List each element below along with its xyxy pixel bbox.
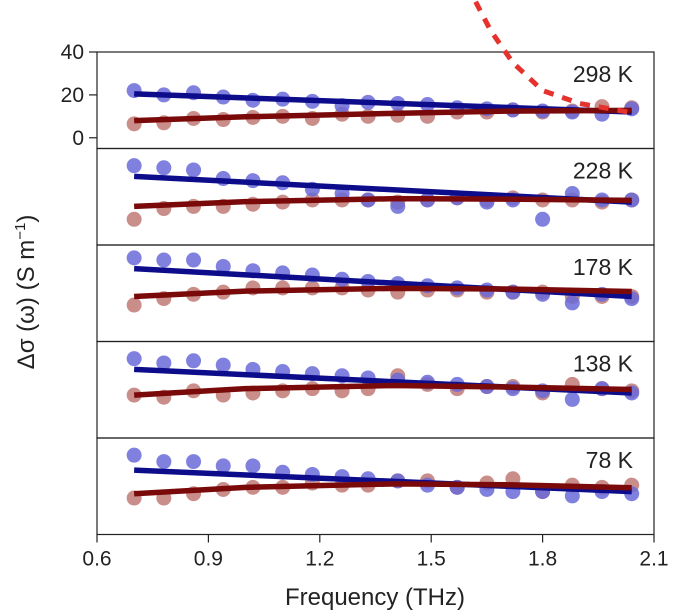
imag-fit-line: [134, 285, 632, 300]
real-data-point: [156, 454, 172, 470]
x-tick-label: 1.5: [417, 548, 446, 571]
panel-1: 228 K: [96, 147, 655, 246]
panels: 298 K 228 K 178 K 138 K 78 K: [96, 51, 655, 536]
real-data-point: [126, 158, 142, 174]
x-axis-label: Frequency (THz): [285, 584, 465, 611]
y-axis-label-superscript: −1: [12, 223, 29, 240]
panel-2: 178 K: [96, 244, 655, 343]
real-data-point: [126, 447, 142, 463]
x-tick-label: 1.2: [305, 548, 334, 571]
real-data-point: [126, 351, 142, 367]
temperature-label: 298 K: [573, 61, 634, 87]
panel-4: 78 K: [96, 437, 655, 536]
crossover-line: [471, 0, 629, 115]
imag-fit-line: [133, 481, 632, 497]
real-data-point: [390, 198, 406, 214]
x-tick-label: 2.1: [639, 548, 668, 571]
real-data-point: [186, 353, 202, 369]
x-tick-label: 0.9: [194, 548, 223, 571]
y-axis-label: Δσ (ω) (S m−1): [12, 215, 40, 370]
real-data-point: [215, 357, 231, 373]
real-data-point: [215, 458, 231, 474]
y-tick-label: 20: [61, 84, 84, 107]
y-axis: 0 20 40: [61, 41, 97, 150]
y-axis-label-main: Δσ (ω) (S m: [13, 240, 40, 370]
real-data-point: [156, 160, 172, 176]
real-data-point: [564, 295, 580, 311]
imag-data-point: [126, 211, 142, 227]
y-tick-label: 40: [61, 41, 84, 64]
temperature-label: 228 K: [573, 158, 634, 184]
temperature-label: 78 K: [586, 447, 634, 473]
imag-fit-line: [133, 382, 632, 398]
imag-fit-line: [134, 195, 632, 210]
real-data-point: [564, 488, 580, 504]
y-tick-label: 0: [72, 127, 84, 150]
imag-fit-line: [134, 107, 632, 124]
real-data-point: [564, 391, 580, 407]
real-data-point: [245, 458, 261, 474]
real-data-point: [186, 252, 202, 268]
y-axis-label-close: ): [13, 215, 40, 223]
real-data-point: [126, 250, 142, 266]
x-tick-label: 0.6: [82, 548, 111, 571]
imag-data-point: [126, 297, 142, 313]
x-tick-label: 1.8: [528, 548, 557, 571]
temperature-label: 138 K: [573, 351, 634, 377]
real-data-point: [156, 355, 172, 371]
x-axis: 0.6 0.9 1.2 1.5 1.8 2.1: [82, 534, 669, 571]
real-data-point: [186, 162, 202, 178]
real-data-point: [215, 258, 231, 274]
crossover-dashed-line: [471, 0, 629, 115]
real-data-point: [186, 454, 202, 470]
panel-3: 138 K: [96, 340, 655, 439]
panel-frame: [96, 437, 655, 536]
panel-0: 298 K: [96, 51, 655, 150]
real-data-point: [156, 252, 172, 268]
real-data-point: [535, 211, 551, 227]
temperature-label: 178 K: [573, 254, 634, 280]
